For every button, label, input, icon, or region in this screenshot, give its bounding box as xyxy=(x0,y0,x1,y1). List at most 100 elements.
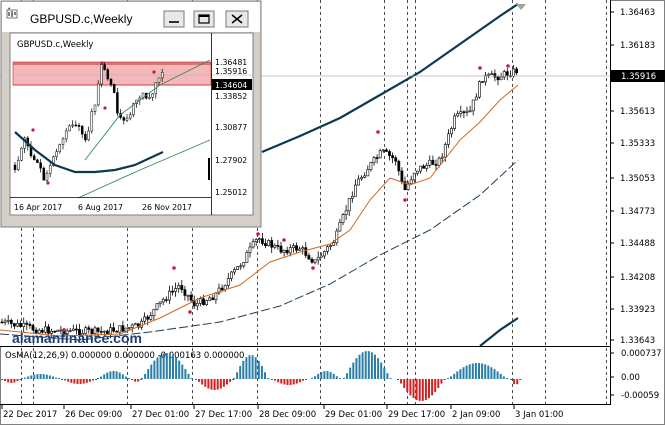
osma-bar xyxy=(198,379,201,382)
osma-bar xyxy=(190,378,193,379)
inset-fractal-marker xyxy=(46,181,50,185)
osma-bar xyxy=(45,374,48,379)
inset-candle-body xyxy=(160,72,164,79)
minimize-button[interactable] xyxy=(163,10,185,28)
osma-bar xyxy=(397,379,399,380)
osma-bar xyxy=(201,379,204,385)
candle-body xyxy=(403,181,407,190)
osma-bar xyxy=(443,379,446,380)
osma-bar xyxy=(79,379,82,384)
candle-body xyxy=(59,329,63,332)
candle-body xyxy=(214,292,218,301)
candle-body xyxy=(28,324,32,326)
candle-body xyxy=(40,329,44,333)
osma-bar xyxy=(317,373,320,379)
candle-body xyxy=(3,320,7,323)
candle-body xyxy=(99,331,103,333)
osma-bar xyxy=(364,351,367,379)
osma-bar xyxy=(61,379,63,380)
osma-bar xyxy=(502,376,505,379)
candle-body xyxy=(168,290,171,301)
price-series xyxy=(0,3,526,347)
inset-candle-body xyxy=(103,64,106,70)
inset-channel-line xyxy=(77,139,211,199)
osma-bar xyxy=(187,373,190,379)
osma-bar xyxy=(286,379,289,385)
candle-body xyxy=(335,230,339,244)
long-moving-average xyxy=(261,3,519,154)
inset-trendline xyxy=(84,59,211,161)
osma-bar xyxy=(159,354,162,379)
osma-bar xyxy=(233,378,235,379)
osma-bar xyxy=(254,357,257,379)
osma-bar xyxy=(257,360,260,379)
fractal-marker xyxy=(256,232,260,236)
candle-body xyxy=(19,323,23,327)
candle-body xyxy=(180,285,184,290)
osma-bar xyxy=(162,353,165,379)
candle-body xyxy=(388,151,391,156)
time-axis[interactable]: 22 Dec 2017 26 Dec 09:00 27 Dec 01:00 27 De… xyxy=(1,405,563,420)
candle-body xyxy=(372,157,376,163)
osma-bar xyxy=(58,378,61,379)
candle-body xyxy=(285,249,289,254)
osma-bar xyxy=(27,376,30,379)
osma-bar xyxy=(248,355,251,379)
candle-body xyxy=(53,330,57,333)
osma-bar xyxy=(33,374,36,379)
fractal-marker xyxy=(311,266,315,270)
candle-body xyxy=(199,298,202,304)
candle-body xyxy=(25,322,29,325)
osma-bar xyxy=(219,379,222,389)
inset-chart-window[interactable]: GBPUSD.c,Weekly xyxy=(0,0,262,228)
osma-tick-label: -0.00059 xyxy=(621,391,659,401)
close-icon xyxy=(231,14,243,24)
osma-bar xyxy=(115,371,118,379)
osma-bar xyxy=(242,360,245,379)
candle-body xyxy=(493,73,497,78)
osma-bar xyxy=(39,374,42,379)
osma-bar xyxy=(195,379,197,380)
candle-body xyxy=(384,149,388,152)
candle-body xyxy=(369,162,373,171)
osma-bar xyxy=(277,379,280,383)
osma-tick-label: 0.000737 xyxy=(621,349,662,359)
main-price-axis[interactable]: 1.36463 1.36183 1.35613 1.35333 1.35053 1.347… xyxy=(610,8,655,346)
restore-button[interactable] xyxy=(193,10,215,28)
inset-candle-body xyxy=(68,125,71,132)
osma-bar xyxy=(431,379,434,396)
candle-body xyxy=(366,169,370,177)
osma-bar xyxy=(30,375,33,379)
osma-bar xyxy=(292,379,295,385)
inset-price-tick-label: 1.30877 xyxy=(215,123,247,132)
candle-body xyxy=(378,150,382,159)
osma-bar xyxy=(245,357,248,379)
osma-bar xyxy=(332,373,335,379)
osma-bar xyxy=(510,379,512,380)
price-tick-label: 1.33923 xyxy=(620,305,655,315)
candle-body xyxy=(282,249,286,253)
osma-bar xyxy=(1,379,3,380)
candle-body xyxy=(276,245,280,247)
candle-body xyxy=(133,323,137,326)
osma-bar xyxy=(19,379,22,380)
close-button[interactable] xyxy=(225,10,249,28)
osma-bar xyxy=(519,379,522,380)
osma-bar xyxy=(406,379,409,392)
candle-body xyxy=(90,329,94,334)
osma-bar xyxy=(48,375,51,379)
candle-body xyxy=(279,245,283,253)
fractal-marker xyxy=(376,130,380,134)
inset-candle-body xyxy=(23,137,26,149)
osma-bar xyxy=(210,379,213,390)
osma-bar xyxy=(468,364,471,379)
osma-panel[interactable]: OsMA(12,26,9) 0.000000 0.000000 -0.00016… xyxy=(1,351,522,401)
candle-body xyxy=(149,315,153,320)
inset-candle-body xyxy=(132,103,135,116)
candle-body xyxy=(505,71,509,76)
candle-body xyxy=(363,175,367,178)
candle-body xyxy=(450,128,453,135)
osma-bar xyxy=(141,378,143,379)
candle-body xyxy=(322,251,326,257)
osma-bar xyxy=(516,379,519,385)
